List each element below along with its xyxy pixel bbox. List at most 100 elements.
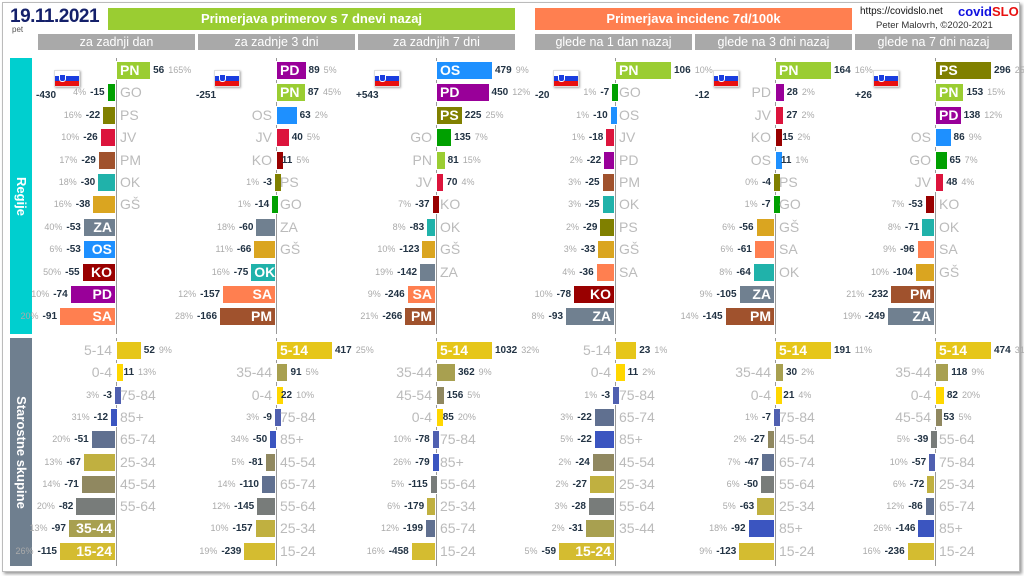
region-bar: PD (69, 285, 116, 304)
value-label: -25 (585, 199, 600, 211)
value-label: 156 (446, 389, 464, 401)
site-url[interactable]: https://covidslo.net (860, 6, 943, 17)
percent-label: 12% (984, 109, 1003, 120)
bar-label: 0-4 (750, 386, 771, 403)
value-group: 6% -179 (387, 497, 424, 516)
percent-label: 2% (558, 456, 572, 467)
percent-label: 8% (719, 266, 733, 277)
value-label: -105 (716, 289, 737, 300)
value-group: 225 25% (465, 106, 504, 125)
value-label: 135 (454, 132, 471, 144)
region-bar (97, 173, 116, 192)
percent-label: 1% (654, 345, 668, 355)
value-label: -91 (42, 311, 57, 323)
value-label: -33 (580, 244, 596, 256)
percent-label: 3% (246, 411, 260, 422)
age-bar (775, 363, 784, 383)
value-label: -3 (263, 177, 272, 188)
percent-label: 2% (565, 221, 579, 232)
axis-line (116, 338, 117, 566)
percent-label: 16% (211, 266, 230, 277)
value-group: 26% -115 (16, 542, 57, 561)
value-label: -92 (731, 523, 746, 535)
percent-label: 26% (873, 523, 892, 534)
value-label: -179 (404, 501, 425, 513)
percent-label: 8% (887, 221, 901, 232)
value-label: -56 (739, 221, 754, 233)
region-bar (752, 262, 775, 282)
value-group: 10% -26 (61, 128, 97, 147)
age-bar: 5-14 (775, 341, 832, 360)
national-total: -20 (535, 90, 550, 101)
axis-line (935, 338, 936, 566)
bar-label: 45-54 (619, 453, 655, 470)
value-group: 31% -12 (72, 408, 108, 427)
region-bar: ZA (887, 307, 935, 327)
bar-label: 85+ (280, 431, 304, 448)
percent-label: 2% (801, 367, 815, 378)
age-bar (410, 541, 436, 561)
bar-label: 65-74 (619, 408, 655, 425)
percent-label: 10% (889, 456, 908, 467)
value-label: -249 (865, 311, 886, 323)
region-bar: ZA (564, 307, 615, 327)
percent-label: 19% (199, 545, 218, 556)
bar-label: PS (120, 106, 139, 123)
value-group: 10% -74 (31, 285, 67, 304)
region-bar: PD (276, 61, 307, 80)
percent-label: 5% (722, 501, 736, 512)
age-bar (116, 363, 124, 383)
percent-label: 3% (560, 411, 574, 422)
percent-label: 10% (61, 132, 80, 143)
region-bar (753, 240, 775, 260)
age-bar (82, 452, 116, 472)
age-bar: 5-14 (436, 341, 493, 360)
value-group: 26% -146 (873, 519, 915, 538)
value-group: 30 2% (786, 363, 814, 382)
percent-label: 1% (576, 109, 590, 120)
age-bar (924, 497, 935, 517)
percent-label: 10% (393, 434, 412, 445)
value-label: -51 (74, 434, 89, 446)
region-bar (421, 240, 436, 260)
value-label: 106 (674, 65, 691, 76)
percent-label: 34% (230, 434, 249, 445)
value-label: 11 (780, 154, 792, 166)
age-bar (615, 341, 638, 360)
value-label: 21 (783, 389, 795, 401)
region-bar: ZA (82, 217, 116, 237)
value-label: -24 (575, 456, 590, 468)
value-group: 16% -236 (863, 542, 905, 561)
value-label: -36 (579, 266, 594, 278)
age-bar (935, 385, 945, 405)
percent-label: 9% (971, 367, 985, 378)
region-bar (914, 262, 935, 282)
region-bar: PS (935, 61, 992, 80)
value-label: 296 (994, 65, 1011, 76)
percent-label: 2% (801, 109, 815, 120)
age-bar (930, 430, 939, 450)
age-bar (254, 519, 276, 539)
age-bar: 5-14 (935, 341, 992, 360)
bar-label: GO (619, 84, 641, 101)
bar-label: OK (779, 263, 800, 280)
percent-label: 10% (210, 523, 229, 534)
value-group: 479 9% (495, 61, 529, 80)
region-bar: OS (82, 240, 116, 260)
value-group: 3% -25 (568, 195, 599, 214)
value-label: -50 (252, 434, 268, 446)
ages-section-label: Starostne skupine (10, 338, 32, 566)
bar-label: 85+ (939, 520, 963, 537)
bar-label: 25-34 (939, 475, 975, 492)
value-label: -71 (904, 221, 920, 233)
bar-label: JV (255, 129, 272, 146)
percent-label: 3% (568, 199, 582, 210)
value-group: 2% -27 (555, 475, 586, 494)
bar-label: GŠ (280, 241, 301, 258)
bar-label: 45-54 (895, 408, 931, 425)
bar-label: OK (939, 218, 960, 235)
value-label: 27 (786, 109, 798, 121)
region-bar (611, 83, 620, 103)
value-label: -96 (900, 244, 915, 256)
value-group: 19% -239 (199, 542, 241, 561)
